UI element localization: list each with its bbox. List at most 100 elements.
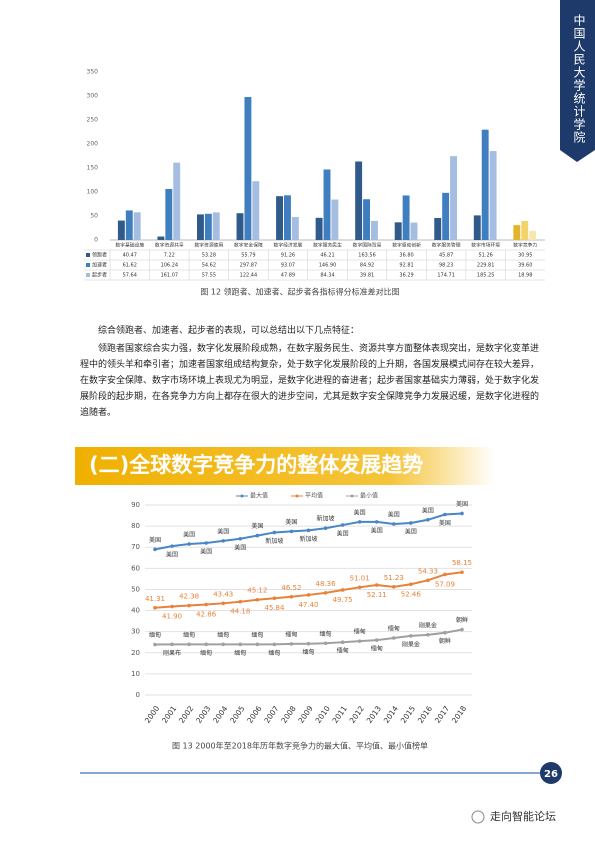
data-point	[255, 642, 260, 647]
data-point	[187, 642, 191, 647]
y-tick-label: 100	[87, 189, 99, 196]
y-tick-label: 150	[87, 165, 99, 172]
bar	[355, 161, 363, 240]
table-value: 57.55	[202, 273, 216, 279]
legend-dot	[295, 494, 299, 498]
data-point	[255, 533, 260, 538]
x-tick-label: 数字服务管理	[432, 242, 461, 249]
data-label: 51.01	[350, 574, 370, 582]
side-tab	[560, 0, 595, 162]
bar	[481, 129, 489, 240]
x-tick-label: 2018	[450, 704, 468, 725]
data-point	[409, 582, 413, 587]
point-label: 新加坡	[299, 535, 317, 543]
y-tick-label: 90	[131, 501, 140, 509]
data-point	[153, 605, 157, 610]
table-value: 61.62	[123, 263, 137, 269]
bar	[331, 199, 339, 240]
x-tick-label: 2014	[382, 704, 400, 725]
data-point	[443, 630, 447, 635]
bar	[529, 230, 537, 240]
point-label: 美国	[285, 518, 297, 526]
table-value: 229.81	[477, 263, 495, 269]
x-tick-label: 数字基础设施	[115, 242, 144, 249]
bar	[513, 225, 521, 240]
point-label: 美国	[251, 522, 263, 530]
figure-caption: 图 12 领跑者、加速者、起步者各指标得分标准差对比图	[200, 287, 399, 297]
legend-label: 领跑者	[92, 252, 107, 259]
bar	[394, 222, 402, 240]
data-point	[204, 541, 208, 545]
table-value: 146.90	[319, 263, 337, 269]
data-label: 45.84	[264, 604, 285, 612]
data-label: 42.86	[196, 611, 217, 619]
x-tick-label: 数字国际贸易	[353, 242, 382, 249]
data-point	[460, 627, 464, 632]
y-tick-label: 50	[90, 213, 98, 220]
x-tick-label: 数字服务民生	[313, 242, 342, 249]
table-value: 161.07	[161, 273, 179, 279]
data-point	[426, 517, 430, 522]
data-point	[306, 641, 311, 646]
legend-dot	[240, 494, 244, 498]
point-label: 美国	[183, 531, 195, 539]
data-point	[409, 634, 413, 638]
bar	[204, 213, 212, 240]
data-label: 41.31	[145, 595, 165, 603]
paragraph: 领跑者国家综合实力强，数字化发展阶段成熟，在数字服务民生、资源共享方面整体表现突…	[80, 344, 540, 418]
side-tab-text: 中国人民大学统计学院	[572, 14, 586, 144]
data-point	[153, 547, 157, 552]
legend-label: 加速者	[92, 262, 107, 269]
x-tick-label: 数字安全保障	[234, 242, 263, 249]
legend-swatch	[86, 263, 90, 267]
data-point	[426, 633, 430, 637]
data-point	[272, 642, 277, 647]
point-label: 刚果金	[419, 621, 437, 629]
data-point	[238, 642, 243, 647]
data-point	[374, 520, 379, 524]
data-point	[170, 642, 174, 647]
x-tick-label: 2010	[314, 704, 332, 725]
point-label: 新加坡	[317, 515, 335, 523]
table-value: 57.64	[123, 273, 137, 279]
legend-dot	[350, 494, 354, 498]
y-tick-label: 350	[87, 69, 99, 76]
x-tick-label: 2008	[279, 704, 297, 725]
data-point	[340, 588, 345, 592]
bar	[244, 97, 252, 240]
data-point	[187, 603, 191, 608]
legend-swatch	[86, 273, 90, 277]
data-point	[204, 602, 208, 607]
point-label: 美国	[200, 548, 212, 556]
bar	[371, 220, 378, 240]
point-label: 缅甸	[183, 631, 195, 639]
paragraph: 综合领跑者、加速者、起步者的表现，可以总结出以下几点特征：	[98, 326, 360, 336]
x-tick-label: 2000	[143, 704, 161, 725]
x-tick-label: 2005	[228, 704, 246, 725]
data-label: 41.90	[162, 613, 182, 621]
watermark: 走向智能论坛	[490, 809, 556, 823]
x-tick-label: 2003	[194, 704, 212, 725]
point-label: 朝鲜	[439, 637, 451, 645]
point-label: 美国	[354, 508, 366, 516]
point-label: 新加坡	[265, 537, 283, 545]
figure-caption: 图 13 2000年至2018年历年数字竞争力的最大值、平均值、最小值榜单	[172, 741, 428, 751]
table-value: 185.25	[477, 273, 495, 279]
bar	[291, 217, 299, 240]
x-tick-label: 2016	[416, 704, 434, 725]
x-tick-label: 数字资源共享	[155, 242, 184, 249]
data-label: 47.40	[298, 601, 318, 609]
bar	[133, 212, 141, 240]
legend-label: 最大值	[250, 492, 268, 500]
legend-label: 最小值	[360, 492, 378, 500]
table-value: 84.34	[320, 273, 334, 279]
data-point	[426, 578, 430, 583]
legend-label: 平均值	[305, 492, 323, 500]
point-label: 缅甸	[302, 648, 314, 656]
heading-banner	[75, 447, 495, 485]
data-label: 57.09	[435, 580, 455, 588]
point-label: 缅甸	[371, 645, 383, 653]
y-tick-label: 40	[131, 607, 140, 615]
point-label: 缅甸	[320, 630, 332, 638]
table-value: 55.79	[241, 253, 255, 259]
